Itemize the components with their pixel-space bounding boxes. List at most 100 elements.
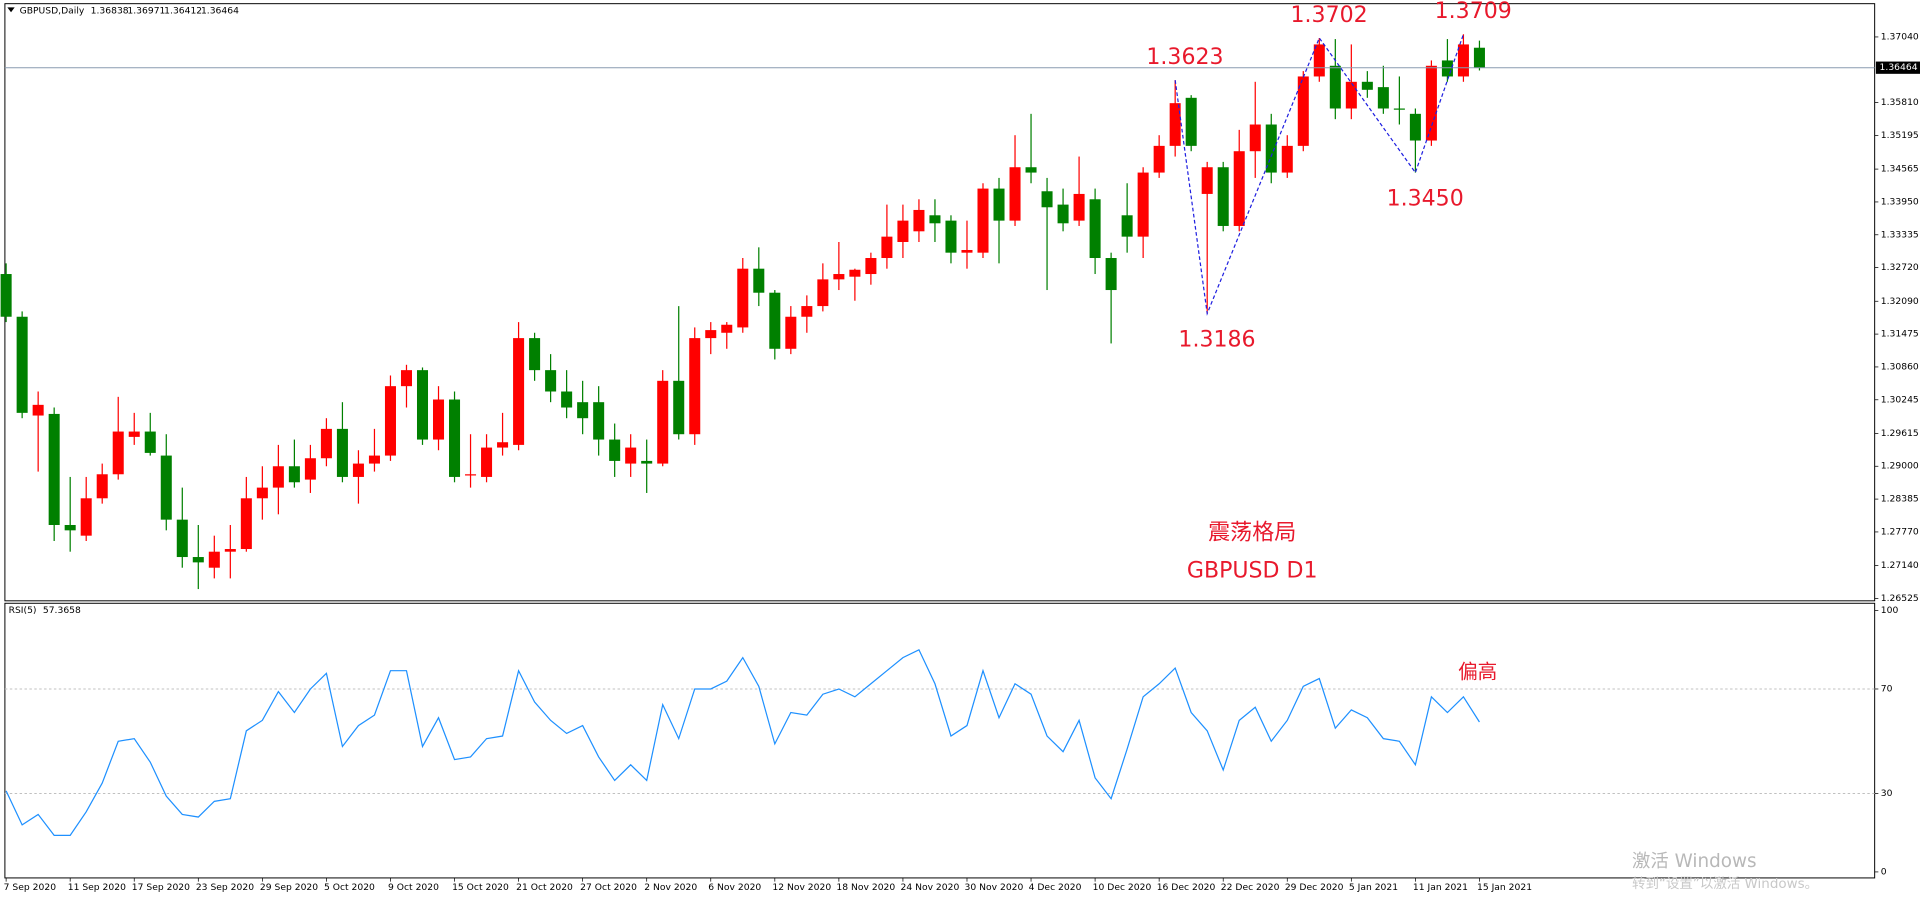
candle-body — [977, 188, 989, 253]
candle-body — [1345, 81, 1357, 109]
candle-body — [80, 498, 92, 536]
y-tick-label: 1.30860 — [1881, 361, 1919, 372]
watermark: 激活 Windows — [1632, 851, 1757, 872]
candle-body — [1425, 65, 1437, 141]
y-tick-label: 1.26525 — [1881, 593, 1919, 604]
y-tick-label: 1.34565 — [1881, 164, 1919, 175]
candle-body — [673, 380, 685, 435]
watermark: 转到“设置”以激活 Windows。 — [1632, 876, 1818, 892]
candle-body — [416, 370, 429, 440]
candle-body — [272, 466, 284, 488]
x-tick-label: 27 Oct 2020 — [580, 882, 637, 893]
y-tick-label: 1.35810 — [1881, 97, 1919, 108]
candle-body — [368, 455, 380, 464]
y-tick-label: 1.33950 — [1881, 196, 1919, 207]
header-high: 1.36971 — [127, 6, 165, 17]
candle-body — [689, 338, 701, 435]
header-close: 1.36464 — [201, 6, 239, 17]
candle-body — [865, 258, 877, 275]
candle-body — [609, 439, 621, 461]
candle-body — [112, 431, 124, 475]
candle-body — [737, 268, 749, 328]
candle-body — [1185, 97, 1197, 146]
pivot-label: 1.3702 — [1291, 3, 1368, 28]
candle-body — [929, 215, 941, 224]
x-tick-label: 5 Jan 2021 — [1349, 882, 1398, 893]
candle-body — [705, 330, 717, 339]
y-tick-label: 0 — [1881, 866, 1887, 877]
candle-body — [1169, 103, 1181, 146]
x-tick-label: 9 Oct 2020 — [388, 882, 439, 893]
candle-body — [497, 442, 509, 448]
candle-body — [961, 249, 973, 253]
menu-arrow — [7, 7, 15, 13]
candle-body — [384, 386, 396, 456]
candle-body — [160, 455, 172, 520]
candle-body — [256, 487, 268, 499]
candle-body — [1201, 167, 1213, 194]
symbol-title: GBPUSD,Daily — [20, 6, 85, 17]
x-tick-label: 21 Oct 2020 — [516, 882, 573, 893]
rsi-current: 57.3658 — [43, 605, 81, 616]
candle-body — [1409, 113, 1421, 141]
x-tick-label: 4 Dec 2020 — [1029, 882, 1082, 893]
candle-body — [545, 370, 557, 392]
candle-body — [320, 428, 332, 459]
candle-body — [993, 188, 1005, 221]
candle-body — [785, 316, 797, 349]
candle-body — [1313, 44, 1325, 77]
x-tick-label: 23 Sep 2020 — [196, 882, 254, 893]
x-tick-label: 2 Nov 2020 — [644, 882, 697, 893]
candle-body — [641, 460, 653, 464]
candle-body — [481, 447, 493, 477]
x-tick-label: 15 Oct 2020 — [452, 882, 509, 893]
header-open: 1.36838 — [91, 6, 129, 17]
annotation-text: 震荡格局 — [1208, 520, 1296, 545]
candle-body — [288, 466, 300, 483]
x-tick-label: 18 Nov 2020 — [836, 882, 895, 893]
candle-body — [48, 413, 60, 525]
candle-body — [945, 220, 957, 253]
y-tick-label: 1.27770 — [1881, 526, 1919, 537]
pivot-label: 1.3709 — [1435, 0, 1512, 24]
candle-body — [304, 458, 316, 480]
candle-body — [1249, 124, 1261, 152]
candle-body — [1329, 65, 1341, 109]
x-tick-label: 15 Jan 2021 — [1477, 882, 1532, 893]
candle-body — [1041, 191, 1053, 208]
candle-body — [1057, 204, 1069, 224]
candle-body — [833, 274, 845, 280]
candle-body — [769, 292, 781, 349]
candle-body — [1361, 81, 1373, 90]
candle-body — [1393, 108, 1405, 110]
rsi-panel — [4, 602, 1876, 879]
y-tick-label: 100 — [1881, 605, 1899, 616]
candle-body — [1121, 215, 1133, 237]
price-label: 1.36464 — [1880, 62, 1918, 73]
x-tick-label: 29 Dec 2020 — [1285, 882, 1344, 893]
candle-body — [753, 268, 765, 293]
candle-body — [1441, 60, 1453, 77]
candle-body — [1297, 76, 1309, 146]
candle-body — [0, 274, 12, 317]
x-tick-label: 7 Sep 2020 — [4, 882, 57, 893]
x-tick-label: 10 Dec 2020 — [1093, 882, 1152, 893]
candle-body — [1153, 145, 1165, 173]
candle-body — [176, 519, 188, 558]
candle-body — [801, 306, 813, 317]
y-tick-label: 1.29615 — [1881, 428, 1919, 439]
candle-body — [1137, 172, 1149, 237]
price-label-bg — [1875, 61, 1920, 74]
y-tick-label: 1.28385 — [1881, 494, 1919, 505]
x-tick-label: 24 Nov 2020 — [900, 882, 959, 893]
y-tick-label: 1.32090 — [1881, 296, 1919, 307]
y-tick-label: 1.30245 — [1881, 394, 1919, 405]
candle-body — [1089, 199, 1101, 259]
candle-body — [16, 316, 28, 413]
candle-body — [352, 463, 364, 477]
candle-body — [625, 447, 637, 464]
x-tick-label: 11 Sep 2020 — [68, 882, 126, 893]
candle-body — [144, 431, 156, 453]
